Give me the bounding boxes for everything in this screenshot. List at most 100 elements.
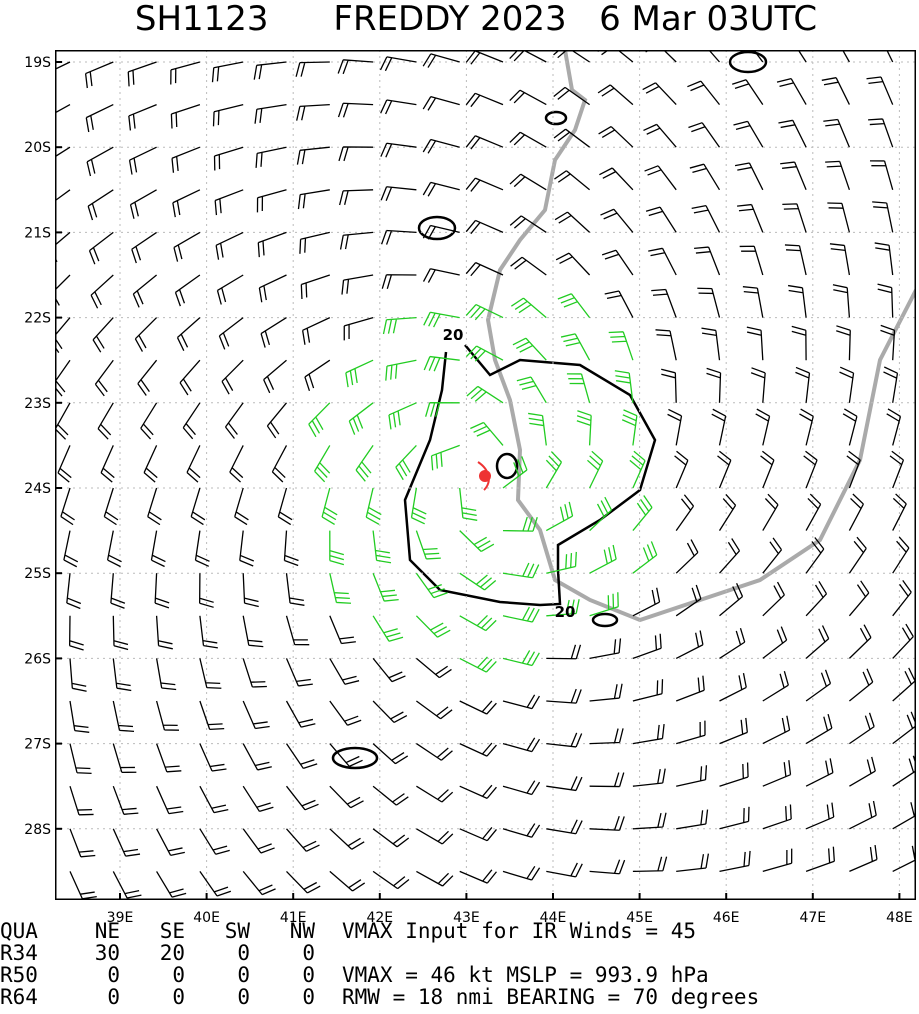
wind-barb bbox=[848, 624, 872, 659]
wind-barb bbox=[608, 331, 634, 361]
wind-barb bbox=[719, 628, 746, 659]
wind-barb bbox=[234, 487, 249, 526]
wind-barb bbox=[190, 487, 206, 526]
wind-barb bbox=[199, 700, 225, 731]
wind-barb bbox=[459, 656, 497, 673]
wind-barb bbox=[776, 77, 807, 105]
wind-barb bbox=[553, 50, 590, 63]
wind-barb bbox=[465, 303, 504, 321]
wind-barb bbox=[339, 231, 374, 250]
wind-barb bbox=[546, 688, 582, 704]
wind-barb bbox=[762, 760, 792, 787]
wind-barb bbox=[795, 366, 811, 403]
wind-barb bbox=[892, 711, 916, 745]
wind-barb bbox=[509, 173, 547, 191]
wind-barb bbox=[762, 581, 785, 617]
wind-barb bbox=[314, 445, 331, 483]
wind-barb bbox=[825, 160, 851, 191]
lon-label: 46E bbox=[713, 910, 740, 926]
wind-barb bbox=[465, 219, 504, 235]
wind-barb bbox=[718, 493, 737, 531]
wind-barb bbox=[466, 385, 504, 404]
wind-barb bbox=[255, 146, 287, 168]
wind-barb bbox=[632, 541, 658, 574]
wind-barb bbox=[874, 242, 894, 276]
table-cell: R64 bbox=[0, 985, 38, 1009]
wind-barb bbox=[645, 50, 677, 63]
wind-barb bbox=[199, 743, 227, 772]
wind-barb bbox=[750, 367, 766, 403]
wind-barb bbox=[285, 658, 313, 687]
wind-barb bbox=[827, 202, 851, 233]
wind-barb bbox=[242, 828, 275, 854]
wind-barb bbox=[676, 720, 706, 745]
wind-barb bbox=[296, 103, 330, 121]
wind-barb bbox=[739, 245, 764, 276]
info-line: VMAX = 46 kt MSLP = 993.9 hPa bbox=[342, 963, 709, 987]
wind-barb bbox=[687, 80, 721, 106]
wind-barb bbox=[283, 530, 299, 567]
wind-barb bbox=[760, 450, 775, 489]
wind-barb bbox=[589, 683, 623, 702]
wind-barb bbox=[755, 408, 771, 446]
contour bbox=[544, 110, 568, 126]
lon-label: 45E bbox=[626, 910, 653, 926]
wind-barb bbox=[55, 402, 71, 440]
lat-label: 20S bbox=[24, 140, 51, 156]
wind-barb bbox=[459, 827, 497, 842]
lat-label: 23S bbox=[24, 396, 51, 412]
wind-barb bbox=[329, 700, 362, 726]
wind-barb bbox=[416, 700, 453, 720]
wind-barb bbox=[329, 573, 352, 604]
wind-barb bbox=[90, 274, 114, 309]
wind-barb bbox=[589, 496, 613, 532]
wind-barb bbox=[674, 450, 689, 489]
wind-barb bbox=[632, 856, 668, 873]
wind-barb bbox=[557, 293, 591, 318]
wind-barb bbox=[416, 828, 454, 845]
wind-barb bbox=[614, 370, 634, 403]
wind-barb bbox=[892, 580, 912, 617]
wind-barb bbox=[297, 189, 330, 210]
wind-barb bbox=[655, 329, 677, 361]
wind-barb bbox=[55, 317, 71, 353]
wind-barb bbox=[805, 669, 832, 702]
wind-barb bbox=[688, 122, 721, 148]
table-cell: R50 bbox=[0, 963, 38, 987]
wind-barb bbox=[667, 408, 683, 446]
wind-barb bbox=[199, 615, 218, 649]
wind-barb bbox=[304, 359, 331, 392]
wind-barb bbox=[512, 337, 547, 361]
wind-barb bbox=[892, 755, 916, 787]
wind-barb bbox=[154, 573, 170, 609]
wind-barb bbox=[829, 243, 851, 276]
lat-label: 25S bbox=[24, 566, 51, 582]
lon-label: 42E bbox=[366, 910, 393, 926]
lat-label: 21S bbox=[24, 225, 51, 241]
wind-barb bbox=[601, 249, 634, 276]
wind-barb bbox=[597, 50, 634, 63]
wind-barb bbox=[546, 776, 583, 792]
wind-barb bbox=[892, 536, 910, 574]
wind-barb bbox=[382, 316, 417, 335]
wind-barb bbox=[329, 785, 364, 809]
wind-barb bbox=[719, 673, 747, 702]
wind-barb bbox=[675, 675, 705, 702]
wind-barb bbox=[849, 844, 878, 872]
wind-barb bbox=[528, 412, 547, 446]
wind-barb bbox=[156, 828, 185, 856]
wind-barb bbox=[84, 61, 114, 89]
wind-barb bbox=[719, 806, 750, 830]
wind-barb bbox=[337, 59, 374, 75]
wind-barb bbox=[88, 231, 114, 265]
wind-barb bbox=[242, 658, 267, 688]
wind-barb bbox=[388, 402, 417, 430]
wind-barb bbox=[134, 317, 158, 352]
map-area bbox=[55, 50, 916, 900]
wind-barb bbox=[296, 146, 330, 165]
wind-barb bbox=[242, 785, 274, 813]
lat-label: 26S bbox=[24, 651, 51, 667]
wind-barb bbox=[132, 274, 158, 308]
wind-barb bbox=[470, 421, 504, 446]
lat-label: 22S bbox=[24, 311, 51, 327]
